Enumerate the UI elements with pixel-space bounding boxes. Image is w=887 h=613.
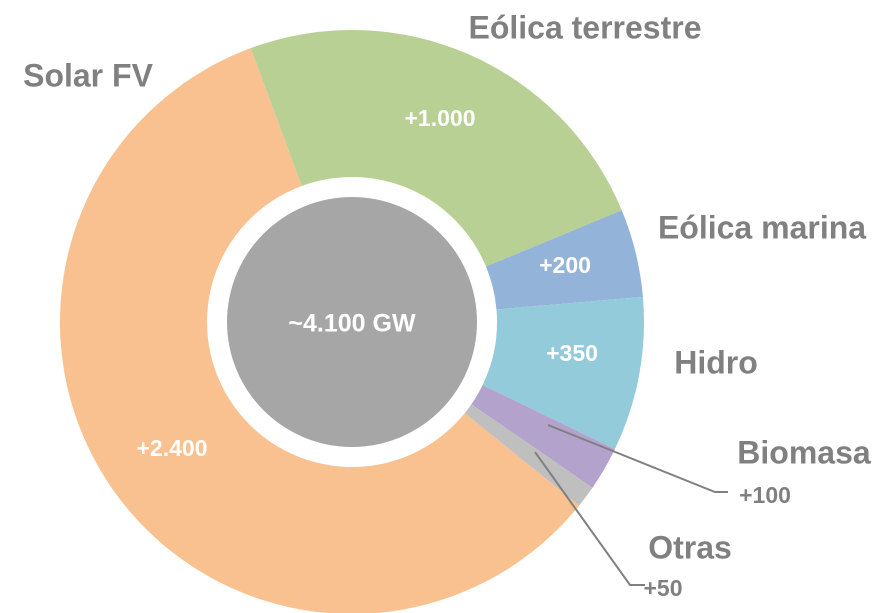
- value-label: +50: [643, 575, 682, 601]
- category-label: Solar FV: [23, 57, 153, 93]
- category-label: Eólica marina: [658, 209, 866, 245]
- category-label: Hidro: [674, 344, 758, 380]
- donut-segment: [485, 210, 643, 310]
- donut-segment: [471, 385, 615, 488]
- donut-segment: [464, 404, 593, 506]
- value-label: +100: [739, 482, 791, 508]
- donut-segment: [482, 296, 644, 450]
- value-label: +350: [546, 340, 598, 366]
- category-label: Otras: [648, 529, 732, 565]
- category-label: Biomasa: [737, 434, 871, 470]
- center-circle: [227, 197, 477, 447]
- value-label: +1.000: [405, 105, 476, 131]
- leader-line: [547, 424, 728, 493]
- donut-segment: [250, 29, 622, 267]
- value-label: +200: [539, 252, 591, 278]
- leader-line: [534, 451, 645, 586]
- donut-segment: [60, 48, 580, 613]
- center-label: ~4.100 GW: [288, 310, 416, 338]
- category-label: Eólica terrestre: [468, 9, 701, 45]
- value-label: +2.400: [137, 435, 208, 461]
